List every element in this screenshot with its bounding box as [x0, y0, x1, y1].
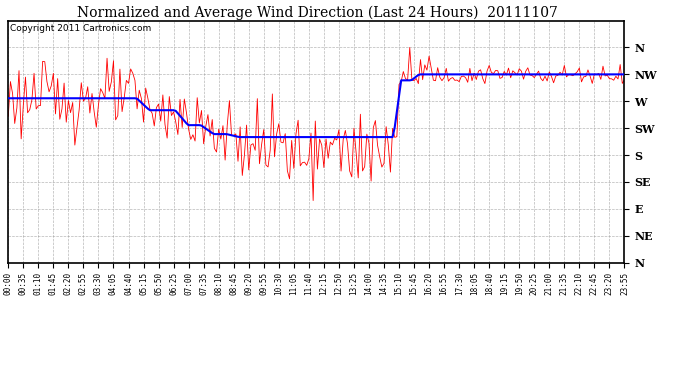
Text: Normalized and Average Wind Direction (Last 24 Hours)  20111107: Normalized and Average Wind Direction (L… — [77, 6, 558, 20]
Text: Copyright 2011 Cartronics.com: Copyright 2011 Cartronics.com — [10, 24, 150, 33]
